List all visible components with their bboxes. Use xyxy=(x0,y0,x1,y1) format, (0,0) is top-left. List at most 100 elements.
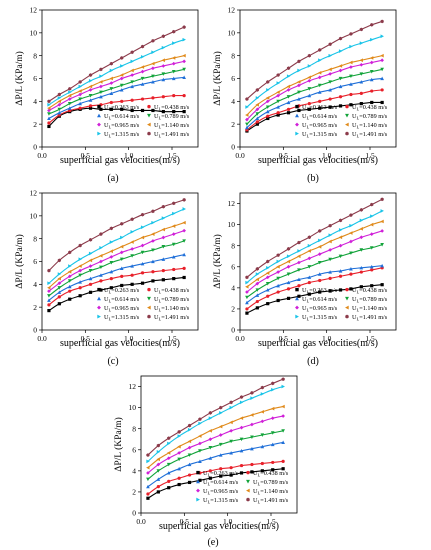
data-point xyxy=(57,295,61,299)
data-point xyxy=(78,80,82,84)
legend-marker xyxy=(147,131,151,136)
data-point xyxy=(349,267,353,271)
data-point xyxy=(171,232,176,236)
data-point xyxy=(161,34,165,39)
data-point xyxy=(198,441,202,446)
data-point xyxy=(177,430,181,434)
data-point xyxy=(307,235,311,240)
data-point xyxy=(47,108,51,113)
legend: UL=0.263 m/s UL=0.438 m/sUL=0.614 m/s UL=0… xyxy=(295,104,388,139)
data-point xyxy=(130,68,134,73)
data-point xyxy=(182,252,186,257)
data-point xyxy=(359,27,363,32)
data-point xyxy=(266,80,270,84)
data-point xyxy=(182,207,186,211)
data-point xyxy=(78,264,82,268)
data-point xyxy=(88,88,93,92)
y-tick-label: 10 xyxy=(228,220,236,229)
data-point xyxy=(239,416,244,420)
y-axis-label: ΔP/L (KPa/m) xyxy=(14,51,25,106)
data-point xyxy=(245,300,249,305)
data-point xyxy=(286,259,291,264)
data-point xyxy=(307,53,311,58)
data-point xyxy=(182,94,186,98)
data-point xyxy=(328,257,332,262)
data-point xyxy=(187,453,192,457)
y-tick-label: 4 xyxy=(33,280,37,289)
chart-panel-b: 0.0 0.5 1.0 1.5 0 2 4 6 8 10 12 superficial gas vel… xyxy=(212,6,397,184)
data-point xyxy=(161,45,166,50)
data-point xyxy=(297,108,301,113)
data-point xyxy=(119,88,124,92)
data-point xyxy=(151,108,155,113)
data-point xyxy=(172,201,176,206)
data-point xyxy=(109,76,113,81)
data-point xyxy=(182,266,186,270)
x-tick-label: 0.5 xyxy=(279,334,289,343)
data-point xyxy=(328,53,332,58)
data-point xyxy=(130,108,134,113)
data-point xyxy=(349,272,353,276)
data-point xyxy=(151,66,155,71)
data-point xyxy=(276,276,280,281)
data-point xyxy=(369,60,374,65)
data-point xyxy=(151,279,155,283)
data-point xyxy=(338,104,343,108)
data-point xyxy=(245,295,249,300)
data-point xyxy=(338,49,343,53)
data-point xyxy=(140,44,145,49)
data-point xyxy=(380,263,384,268)
y-tick-label: 10 xyxy=(228,28,236,37)
data-point xyxy=(161,216,166,220)
data-point xyxy=(109,91,114,95)
data-point xyxy=(286,280,291,285)
data-point xyxy=(276,253,280,258)
data-point xyxy=(109,269,114,274)
legend-marker xyxy=(295,113,299,118)
data-point xyxy=(270,442,275,447)
data-point xyxy=(187,462,192,467)
x-tick-label: 1.5 xyxy=(167,334,177,343)
data-point xyxy=(338,68,343,73)
data-point xyxy=(307,102,311,106)
data-point xyxy=(57,96,62,100)
data-point xyxy=(151,259,155,264)
data-point xyxy=(208,456,213,460)
legend-marker xyxy=(295,296,299,301)
data-point xyxy=(47,298,51,302)
data-point xyxy=(229,473,233,477)
data-point xyxy=(47,121,51,125)
data-point xyxy=(78,286,82,290)
data-point xyxy=(99,80,103,84)
data-point xyxy=(281,440,285,444)
data-point xyxy=(328,97,332,101)
data-point xyxy=(167,441,171,446)
data-point xyxy=(276,270,280,274)
data-point xyxy=(380,197,384,202)
legend: UL=0.263 m/s UL=0.438 m/sUL=0.614 m/s UL=0… xyxy=(295,287,388,322)
y-tick-label: 12 xyxy=(228,199,236,208)
data-point xyxy=(276,73,280,77)
data-point xyxy=(229,420,233,425)
legend-marker xyxy=(196,488,200,493)
data-point xyxy=(161,235,166,240)
y-tick-label: 8 xyxy=(33,234,37,243)
data-point xyxy=(151,248,155,252)
y-tick-label: 10 xyxy=(30,28,38,37)
y-tick-label: 0 xyxy=(231,143,235,152)
data-point xyxy=(198,459,202,463)
data-point xyxy=(338,235,343,240)
plot-frame xyxy=(239,192,397,331)
y-tick-label: 2 xyxy=(231,120,235,129)
data-point xyxy=(239,471,244,475)
data-point xyxy=(380,76,384,81)
data-point xyxy=(250,422,254,427)
data-point xyxy=(219,411,223,415)
data-point xyxy=(130,80,134,84)
data-point xyxy=(109,87,114,91)
data-point xyxy=(78,89,82,93)
data-point xyxy=(67,93,72,98)
data-point xyxy=(369,232,374,236)
data-point xyxy=(88,258,93,263)
legend-entry: UL=0.789 m/s xyxy=(154,296,190,304)
